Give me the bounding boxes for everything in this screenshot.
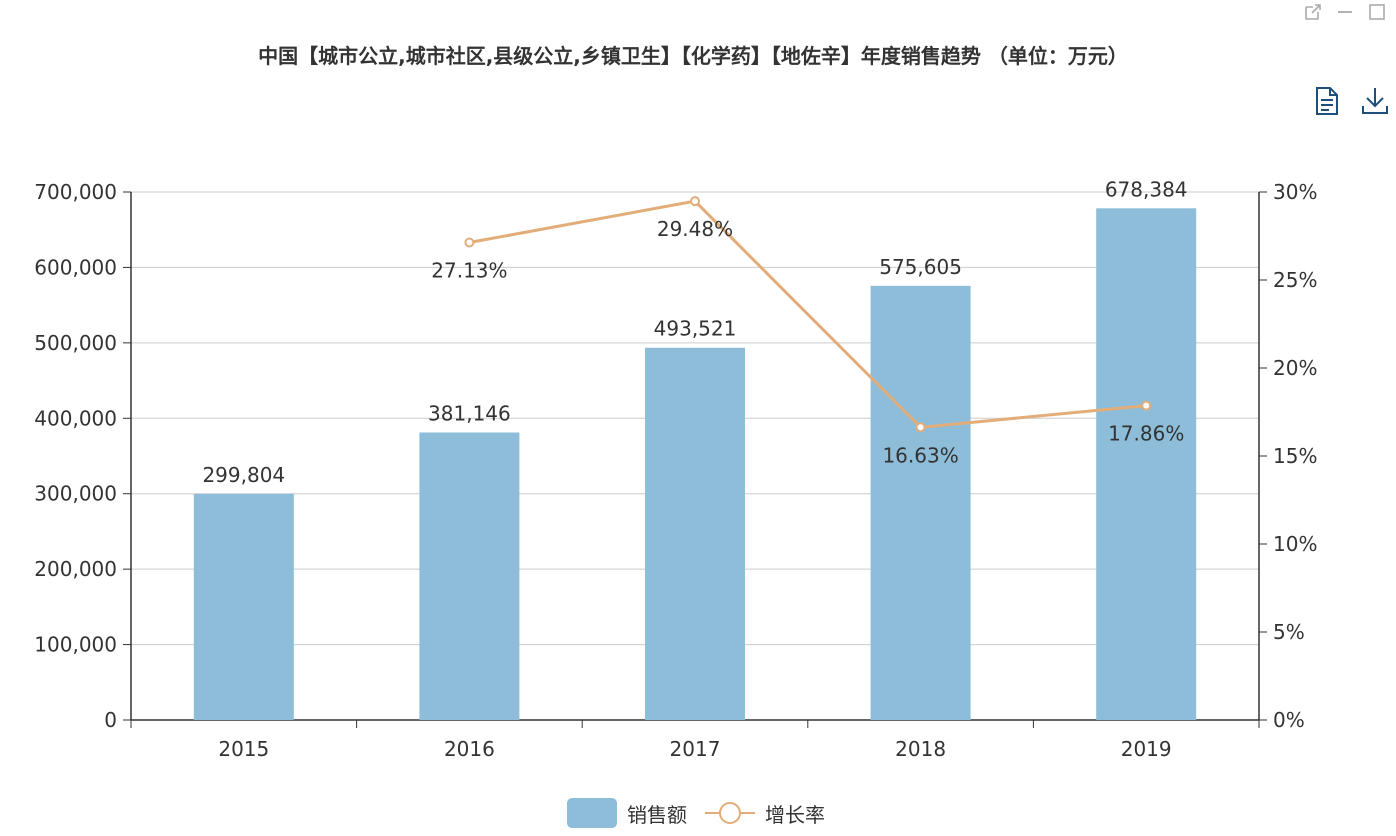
x-tick-label: 2017 (670, 737, 721, 761)
bar[interactable] (419, 432, 520, 720)
x-tick-label: 2016 (444, 737, 495, 761)
bar-value-label: 299,804 (202, 463, 285, 487)
bar-value-label: 381,146 (428, 402, 511, 426)
bar[interactable] (1096, 208, 1197, 721)
y-left-tick-label: 700,000 (34, 180, 117, 204)
x-tick-label: 2018 (895, 737, 946, 761)
y-right-tick-label: 10% (1273, 532, 1317, 556)
legend-item-growth[interactable]: 增长率 (705, 798, 825, 828)
y-right-tick-label: 25% (1273, 268, 1317, 292)
y-right-tick-label: 30% (1273, 180, 1317, 204)
y-right-tick-label: 15% (1273, 444, 1317, 468)
legend-line-swatch (705, 802, 755, 824)
y-left-tick-label: 400,000 (34, 406, 117, 430)
legend-bar-swatch (567, 798, 617, 828)
window-controls (1302, 0, 1388, 24)
legend-label-sales: 销售额 (627, 802, 687, 827)
line-point[interactable] (915, 422, 926, 433)
line-value-label: 17.86% (1108, 422, 1184, 446)
legend: 销售额 增长率 (0, 798, 1392, 828)
chart-title: 中国【城市公立,城市社区,县级公立,乡镇卫生】【化学药】【地佐辛】年度销售趋势 … (258, 44, 1128, 68)
y-right-tick-label: 20% (1273, 356, 1317, 380)
y-right-tick-label: 5% (1273, 620, 1305, 644)
line-point[interactable] (690, 196, 700, 207)
legend-label-growth: 增长率 (765, 802, 825, 827)
y-left-tick-label: 0 (104, 708, 117, 732)
bar[interactable] (193, 493, 294, 720)
legend-item-sales[interactable]: 销售额 (567, 798, 687, 828)
bar-value-label: 493,521 (654, 317, 737, 341)
document-icon[interactable] (1311, 85, 1343, 117)
external-link-icon[interactable] (1302, 1, 1324, 23)
line-point[interactable] (1141, 400, 1152, 411)
bar-value-label: 575,605 (879, 255, 962, 279)
bar[interactable] (870, 285, 971, 720)
line-point[interactable] (464, 237, 475, 248)
y-left-tick-label: 100,000 (34, 633, 117, 657)
y-left-tick-label: 200,000 (34, 557, 117, 581)
x-tick-label: 2019 (1121, 737, 1172, 761)
growth-line (469, 199, 1147, 429)
bar-value-label: 678,384 (1105, 177, 1188, 201)
y-right-tick-label: 0% (1273, 708, 1305, 732)
bar[interactable] (645, 347, 745, 720)
maximize-icon[interactable] (1366, 1, 1388, 23)
x-tick-label: 2015 (218, 737, 269, 761)
line-value-label: 16.63% (882, 443, 958, 467)
y-left-tick-label: 500,000 (34, 331, 117, 355)
y-left-tick-label: 300,000 (34, 482, 117, 506)
minimize-icon[interactable] (1334, 1, 1356, 23)
line-value-label: 27.13% (431, 259, 507, 283)
line-value-label: 29.48% (657, 217, 733, 241)
y-left-tick-label: 600,000 (34, 255, 117, 279)
download-icon[interactable] (1359, 85, 1391, 117)
